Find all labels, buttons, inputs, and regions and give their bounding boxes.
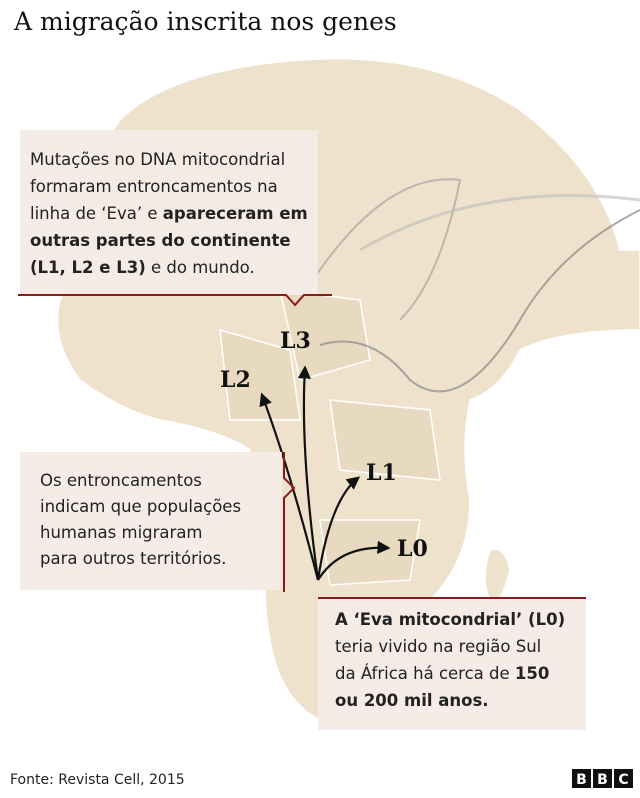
logo-block	[614, 769, 633, 788]
callout-text: outras partes do continente	[30, 231, 291, 250]
callout-line: A ‘Eva mitocondrial’ (L0)	[335, 610, 565, 629]
callouts: Mutações no DNA mitocondrial formaram ent…	[30, 150, 565, 710]
callout-text: linha de ‘Eva’ e	[30, 204, 163, 223]
logo-letter: B	[597, 772, 608, 788]
source: Fonte: Revista Cell, 2015	[10, 772, 185, 788]
callout-box	[20, 130, 318, 295]
logo-letter: B	[576, 772, 587, 788]
callout-line: linha de ‘Eva’ e apareceram em	[30, 204, 308, 223]
callout-text: Os entroncamentos	[40, 471, 202, 490]
callout-line: (L1, L2 e L3) e do mundo.	[30, 258, 255, 277]
callout-box	[318, 598, 586, 730]
route-line	[299, 178, 462, 321]
lineage-label: L3	[280, 328, 311, 354]
callout-line: outras partes do continente	[30, 231, 291, 250]
callout-line: da África há cerca de 150	[335, 664, 549, 683]
callout-text: teria vivido na região Sul	[335, 637, 541, 656]
lineage-label: L2	[220, 367, 251, 393]
callout-text: apareceram em	[163, 204, 308, 223]
lineage-label: L1	[366, 460, 397, 486]
callout-text: (L1, L2 e L3)	[30, 258, 146, 277]
callout-text: indicam que populações	[40, 497, 241, 516]
logo-letter: C	[618, 772, 628, 788]
logo-block	[572, 769, 591, 788]
callout-line: Os entroncamentos	[40, 471, 202, 490]
logo-block	[593, 769, 612, 788]
callout-text: 150	[515, 664, 549, 683]
callout-text: ou 200 mil anos.	[335, 691, 489, 710]
route-line	[319, 209, 640, 393]
callout-text: para outros territórios.	[40, 549, 226, 568]
callout-text: A ‘Eva mitocondrial’ (L0)	[335, 610, 565, 629]
callout-line: para outros territórios.	[40, 549, 226, 568]
route-line	[359, 194, 640, 252]
callout-line: indicam que populações	[40, 497, 241, 516]
callout-text: Mutações no DNA mitocondrial	[30, 150, 285, 169]
callout-text: da África há cerca de	[335, 664, 515, 683]
title: A migração inscrita nos genes	[13, 7, 397, 36]
callout-text: formaram entroncamentos na	[30, 177, 278, 196]
callout-line: teria vivido na região Sul	[335, 637, 541, 656]
callout-border	[283, 452, 296, 592]
callout-text: e do mundo.	[146, 258, 255, 277]
callout-box	[20, 452, 282, 590]
callout-text: humanas migraram	[40, 523, 203, 542]
callout-line: humanas migraram	[40, 523, 203, 542]
lineage-label: L0	[397, 536, 428, 562]
callout-border	[18, 294, 332, 307]
arrows	[259, 365, 391, 581]
callout-line: ou 200 mil anos.	[335, 691, 489, 710]
callout-line: Mutações no DNA mitocondrial	[30, 150, 285, 169]
callout-line: formaram entroncamentos na	[30, 177, 278, 196]
